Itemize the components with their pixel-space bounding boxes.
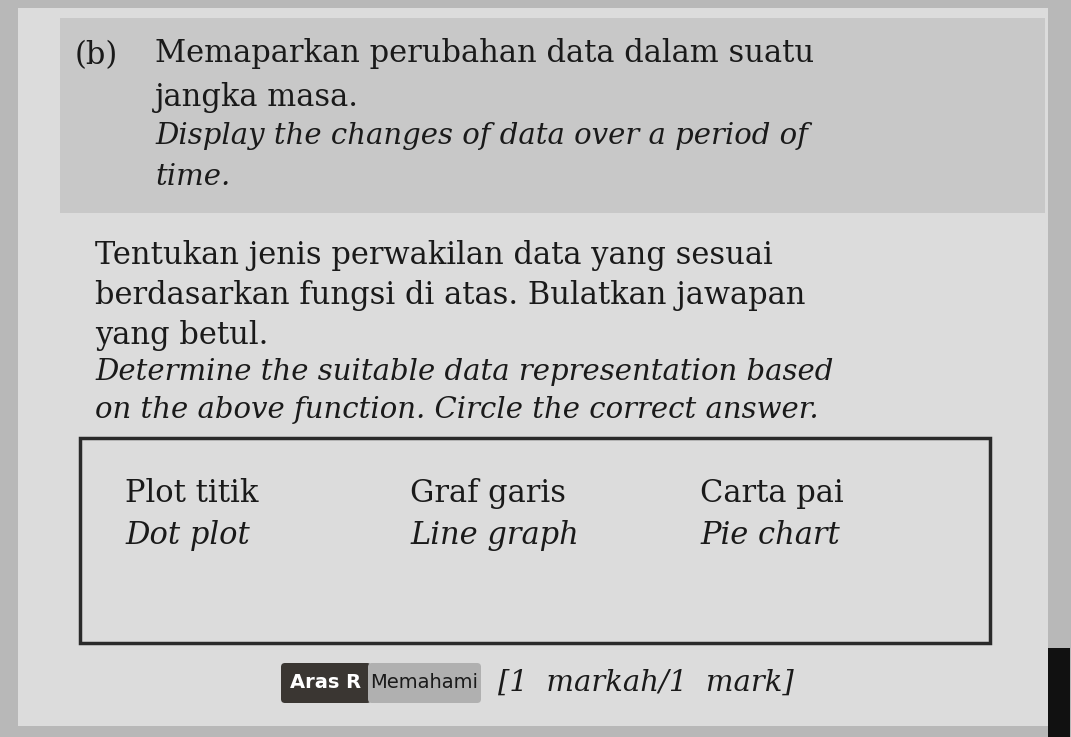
Text: Aras R: Aras R bbox=[290, 674, 362, 693]
Text: jangka masa.: jangka masa. bbox=[155, 82, 359, 113]
Text: berdasarkan fungsi di atas. Bulatkan jawapan: berdasarkan fungsi di atas. Bulatkan jaw… bbox=[95, 280, 805, 311]
FancyBboxPatch shape bbox=[18, 8, 1049, 726]
Text: yang betul.: yang betul. bbox=[95, 320, 269, 351]
Text: Display the changes of data over a period of: Display the changes of data over a perio… bbox=[155, 122, 808, 150]
FancyBboxPatch shape bbox=[368, 663, 481, 703]
Text: Dot plot: Dot plot bbox=[125, 520, 250, 551]
Text: Pie chart: Pie chart bbox=[700, 520, 840, 551]
Text: Graf garis: Graf garis bbox=[410, 478, 565, 509]
Text: Line graph: Line graph bbox=[410, 520, 578, 551]
FancyBboxPatch shape bbox=[60, 18, 1045, 213]
FancyBboxPatch shape bbox=[1049, 648, 1070, 737]
Text: Memaparkan perubahan data dalam suatu: Memaparkan perubahan data dalam suatu bbox=[155, 38, 814, 69]
Text: Memahami: Memahami bbox=[369, 674, 478, 693]
FancyBboxPatch shape bbox=[80, 438, 990, 643]
Text: [1  markah/1  mark]: [1 markah/1 mark] bbox=[498, 669, 794, 697]
FancyBboxPatch shape bbox=[281, 663, 371, 703]
Text: Determine the suitable data representation based: Determine the suitable data representati… bbox=[95, 358, 833, 386]
Text: (b): (b) bbox=[75, 40, 118, 71]
Text: Plot titik: Plot titik bbox=[125, 478, 258, 509]
Text: Tentukan jenis perwakilan data yang sesuai: Tentukan jenis perwakilan data yang sesu… bbox=[95, 240, 773, 271]
Text: on the above function. Circle the correct answer.: on the above function. Circle the correc… bbox=[95, 396, 818, 424]
Text: Carta pai: Carta pai bbox=[700, 478, 844, 509]
Text: time.: time. bbox=[155, 163, 230, 191]
